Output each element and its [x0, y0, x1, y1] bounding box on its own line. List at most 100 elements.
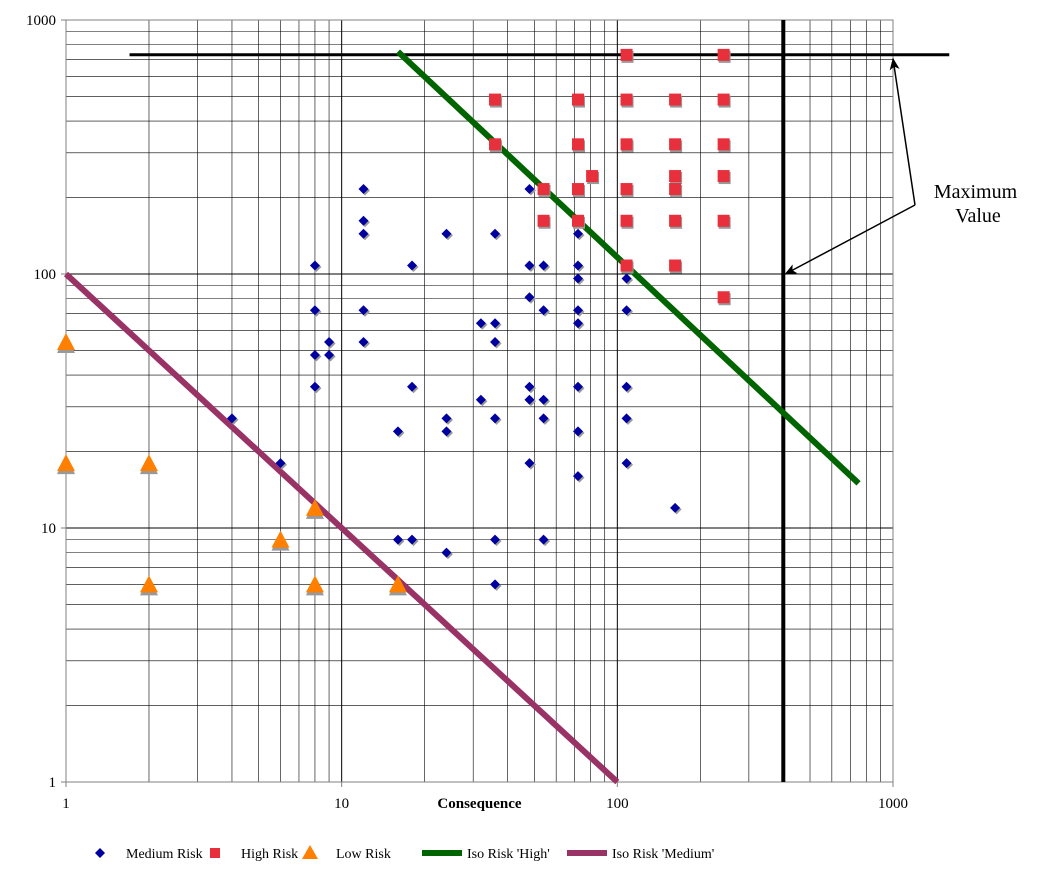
- medium-risk-point: [358, 305, 369, 316]
- medium-risk-point: [407, 534, 418, 545]
- medium-risk-point: [670, 502, 681, 513]
- medium-risk-point: [324, 336, 335, 347]
- high-risk-point: [669, 93, 682, 106]
- series-layer: [57, 48, 861, 785]
- high-risk-point: [669, 183, 682, 196]
- x-tick-label: 1000: [878, 796, 908, 812]
- medium-risk-point: [490, 534, 501, 545]
- medium-risk-point: [524, 381, 535, 392]
- medium-risk-point: [226, 413, 237, 424]
- y-tick-label: 1: [49, 775, 57, 791]
- medium-risk-point: [392, 426, 403, 437]
- annotation-line-2: Value: [955, 205, 1001, 227]
- medium-risk-point: [573, 228, 584, 239]
- medium-risk-point: [441, 413, 452, 424]
- medium-risk-point: [621, 381, 632, 392]
- medium-risk-point: [490, 228, 501, 239]
- y-tick-label: 100: [34, 267, 57, 283]
- high-risk-point: [620, 183, 633, 196]
- low-risk-point: [57, 454, 75, 472]
- medium-risk-point: [358, 215, 369, 226]
- medium-risk-point: [573, 260, 584, 271]
- high-risk-point: [572, 214, 585, 227]
- y-tick-label: 1000: [26, 13, 56, 29]
- annotation-line-1: Maximum: [934, 181, 1018, 203]
- medium-risk-point: [475, 394, 486, 405]
- medium-risk-point: [490, 318, 501, 329]
- medium-risk-point: [573, 305, 584, 316]
- high-risk-point: [620, 214, 633, 227]
- annotation-text: Maximum Value: [934, 181, 1022, 227]
- high-risk-point: [572, 183, 585, 196]
- high-risk-point: [620, 93, 633, 106]
- medium-risk-point: [538, 305, 549, 316]
- medium-risk-point: [524, 260, 535, 271]
- high-risk-point: [537, 183, 550, 196]
- medium-risk-point: [309, 260, 320, 271]
- x-axis-label: Consequence: [437, 796, 522, 812]
- legend-item-low-risk: Low Risk: [302, 845, 391, 862]
- series-high-risk: [489, 48, 731, 306]
- annotation-arrow: [889, 57, 916, 206]
- legend-label: Iso Risk 'High': [467, 847, 550, 862]
- medium-risk-point: [324, 349, 335, 360]
- medium-risk-point: [538, 260, 549, 271]
- medium-risk-point: [524, 394, 535, 405]
- medium-risk-point: [573, 273, 584, 284]
- medium-risk-point: [358, 336, 369, 347]
- medium-risk-point: [441, 426, 452, 437]
- medium-risk-point: [475, 318, 486, 329]
- low-risk-point: [139, 575, 158, 593]
- legend-label: Medium Risk: [126, 847, 203, 862]
- high-risk-point: [572, 93, 585, 106]
- legend-item-high-risk: High Risk: [210, 847, 298, 862]
- high-risk-point: [717, 93, 730, 106]
- legend-item-medium-risk: Medium Risk: [95, 847, 203, 862]
- medium-risk-point: [621, 413, 632, 424]
- legend-swatch: [302, 845, 318, 859]
- medium-risk-point: [538, 394, 549, 405]
- medium-risk-point: [573, 426, 584, 437]
- high-risk-point: [669, 259, 682, 272]
- high-risk-point: [620, 48, 633, 61]
- medium-risk-point: [621, 458, 632, 469]
- series-low-risk: [57, 332, 407, 596]
- annotation-arrow: [784, 204, 916, 275]
- medium-risk-point: [490, 413, 501, 424]
- legend: Medium Risk High Risk Low Risk Iso Risk 'Hi…: [95, 845, 714, 862]
- high-risk-point: [717, 291, 730, 304]
- medium-risk-point: [538, 413, 549, 424]
- high-risk-point: [489, 138, 502, 151]
- high-risk-point: [586, 170, 599, 183]
- x-tick-label: 1: [62, 796, 70, 812]
- medium-risk-point: [573, 381, 584, 392]
- axis-ticks: 1 10 100 1000 1 10 100 1000: [26, 13, 908, 812]
- medium-risk-point: [621, 305, 632, 316]
- medium-risk-point: [358, 228, 369, 239]
- high-risk-point: [717, 48, 730, 61]
- medium-risk-point: [621, 273, 632, 284]
- medium-risk-point: [490, 336, 501, 347]
- high-risk-point: [669, 170, 682, 183]
- high-risk-point: [620, 259, 633, 272]
- medium-risk-point: [441, 547, 452, 558]
- medium-risk-point: [524, 458, 535, 469]
- legend-label: Low Risk: [336, 847, 391, 862]
- low-risk-point: [57, 332, 75, 350]
- medium-risk-point: [524, 184, 535, 195]
- medium-risk-point: [573, 318, 584, 329]
- medium-risk-point: [309, 305, 320, 316]
- annotation: Maximum Value: [784, 57, 1022, 275]
- series-medium-risk: [226, 184, 682, 591]
- low-risk-point: [388, 575, 407, 593]
- high-risk-point: [717, 214, 730, 227]
- medium-risk-point: [407, 381, 418, 392]
- x-tick-label: 100: [606, 796, 629, 812]
- medium-risk-point: [309, 349, 320, 360]
- medium-risk-point: [524, 292, 535, 303]
- medium-risk-point: [538, 534, 549, 545]
- high-risk-point: [620, 138, 633, 151]
- y-tick-label: 10: [41, 521, 56, 537]
- medium-risk-point: [407, 260, 418, 271]
- low-risk-point: [271, 530, 290, 548]
